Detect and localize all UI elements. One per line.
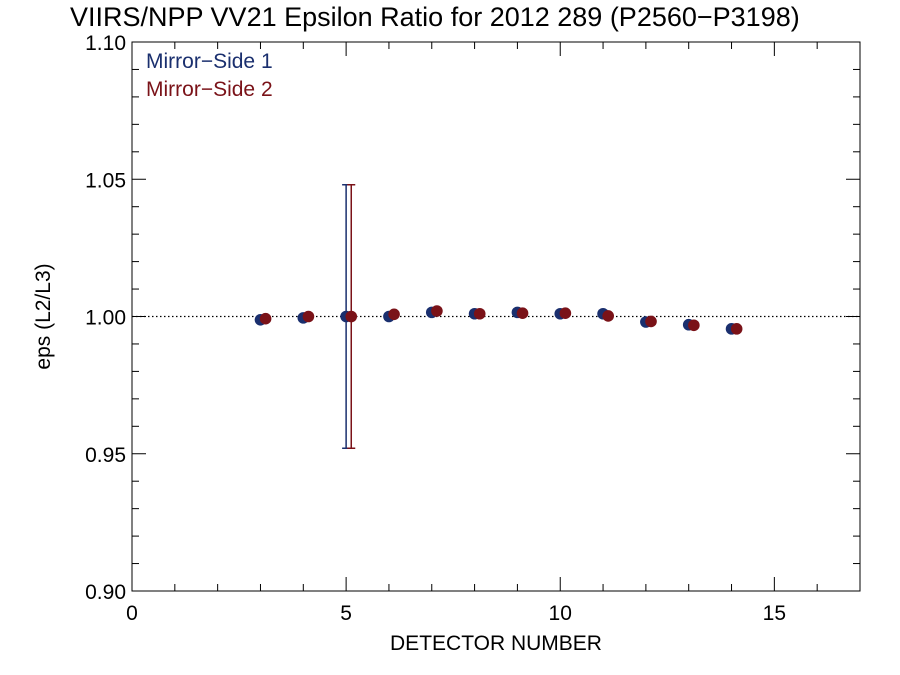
data-point-series-2 [645, 315, 657, 328]
x-tick-label: 5 [340, 602, 352, 625]
data-point-series-2 [602, 310, 614, 322]
y-tick-label: 1.05 [85, 169, 126, 192]
y-axis-label: eps (L2/L3) [32, 263, 55, 369]
y-tick-label: 1.00 [85, 307, 126, 330]
legend-entry-mirror-side-1: Mirror−Side 1 [146, 50, 273, 73]
x-tick-label: 0 [126, 602, 138, 625]
data-point-series-2 [345, 310, 358, 323]
x-tick-label: 10 [549, 602, 572, 625]
data-point-series-2 [259, 312, 272, 325]
axis-ticks: 0 5 10 15 0.90 0.95 1.00 1.05 1.10 [85, 32, 861, 625]
y-tick-label: 0.95 [85, 444, 126, 467]
data-point-series-2 [431, 305, 443, 317]
y-tick-label: 1.10 [85, 32, 126, 55]
data-points [254, 305, 743, 335]
data-point-series-2 [688, 319, 700, 332]
y-tick-label: 0.90 [85, 581, 126, 604]
data-point-series-2 [516, 307, 529, 320]
x-axis-label: DETECTOR NUMBER [390, 632, 602, 655]
data-point-series-2 [559, 307, 572, 320]
x-tick-label: 15 [763, 602, 786, 625]
data-point-series-2 [388, 308, 400, 321]
data-point-series-2 [473, 307, 486, 320]
data-point-series-2 [302, 310, 315, 323]
legend-entry-mirror-side-2: Mirror−Side 2 [146, 78, 273, 101]
chart-title: VIIRS/NPP VV21 Epsilon Ratio for 2012 28… [70, 2, 800, 32]
data-point-series-2 [730, 323, 743, 335]
